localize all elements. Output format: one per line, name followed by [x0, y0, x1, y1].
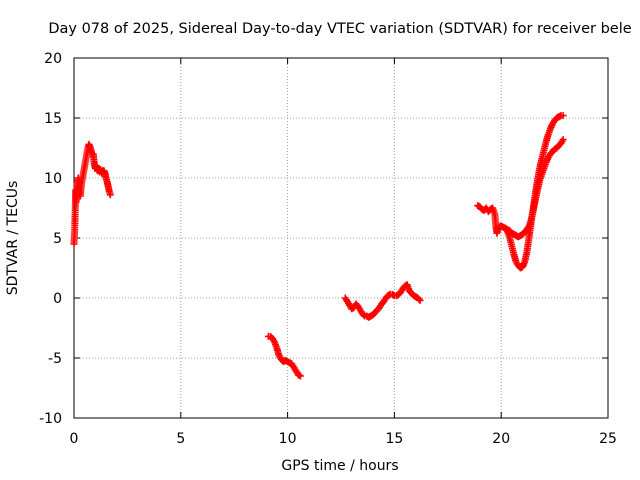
x-tick-label: 10 — [279, 431, 297, 447]
series-segment-5 — [501, 112, 567, 272]
y-tick-label: 5 — [53, 231, 62, 247]
data-point — [416, 296, 424, 304]
x-tick-label: 5 — [176, 431, 185, 447]
data-point — [559, 112, 567, 120]
data-points — [70, 112, 567, 380]
x-tick-label: 20 — [492, 431, 510, 447]
data-point — [359, 311, 367, 319]
x-tick-label: 25 — [599, 431, 617, 447]
y-tick-label: 15 — [44, 111, 62, 127]
y-tick-label: 10 — [44, 171, 62, 187]
y-tick-label: -5 — [48, 351, 62, 367]
series-segment-4 — [474, 136, 567, 241]
series-segment-3 — [341, 281, 424, 321]
series-segment-2 — [264, 332, 304, 380]
grid-lines — [74, 58, 608, 418]
x-tick-label: 0 — [70, 431, 79, 447]
series-segment-1 — [70, 140, 114, 248]
y-axis-label: SDTVAR / TECUs — [5, 181, 21, 296]
x-axis-label: GPS time / hours — [281, 458, 398, 474]
y-tick-label: 20 — [44, 51, 62, 67]
x-tick-label: 15 — [385, 431, 403, 447]
chart-title: Day 078 of 2025, Sidereal Day-to-day VTE… — [48, 21, 631, 37]
data-point — [106, 191, 114, 199]
axis-ticks: 0 5 10 15 20 25 -10 -5 0 5 10 15 20 — [39, 51, 617, 447]
data-point — [296, 372, 304, 380]
y-tick-label: 0 — [53, 291, 62, 307]
data-point — [559, 136, 567, 144]
data-point — [415, 295, 423, 303]
y-tick-label: -10 — [39, 411, 62, 427]
